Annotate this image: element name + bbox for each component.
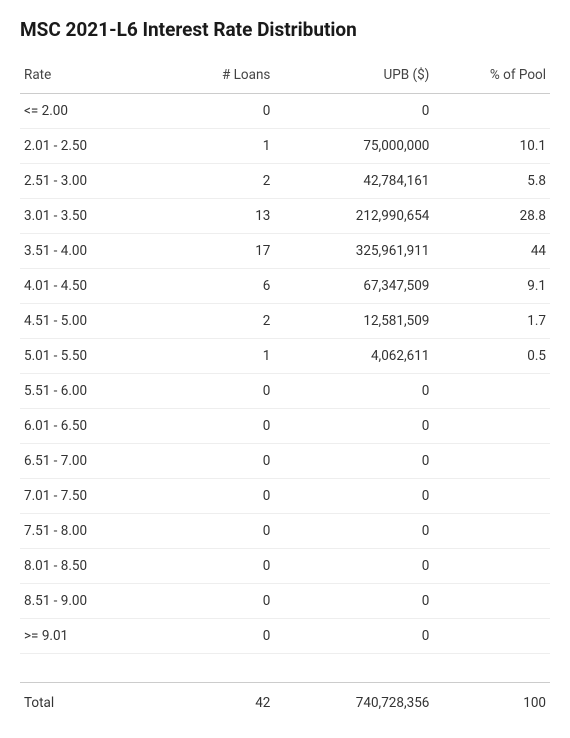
cell-rate: <= 2.00 xyxy=(20,94,158,129)
table-row: 2.51 - 3.00242,784,1615.8 xyxy=(20,164,550,199)
cell-pct: 0.5 xyxy=(433,339,550,374)
cell-pct xyxy=(433,479,550,514)
cell-upb: 0 xyxy=(274,584,433,619)
cell-rate: 5.01 - 5.50 xyxy=(20,339,158,374)
cell-rate: 2.51 - 3.00 xyxy=(20,164,158,199)
table-row: <= 2.0000 xyxy=(20,94,550,129)
cell-rate: 8.01 - 8.50 xyxy=(20,549,158,584)
cell-pct xyxy=(433,619,550,654)
cell-pct: 9.1 xyxy=(433,269,550,304)
table-row: 4.51 - 5.00212,581,5091.7 xyxy=(20,304,550,339)
cell-upb: 0 xyxy=(274,479,433,514)
col-header-upb: UPB ($) xyxy=(274,59,433,94)
cell-loans: 0 xyxy=(158,584,275,619)
cell-pct xyxy=(433,409,550,444)
col-header-loans: # Loans xyxy=(158,59,275,94)
cell-rate: 8.51 - 9.00 xyxy=(20,584,158,619)
cell-upb: 42,784,161 xyxy=(274,164,433,199)
page-title: MSC 2021-L6 Interest Rate Distribution xyxy=(20,18,550,41)
cell-loans: 13 xyxy=(158,199,275,234)
cell-upb: 0 xyxy=(274,619,433,654)
cell-upb: 0 xyxy=(274,94,433,129)
cell-loans: 6 xyxy=(158,269,275,304)
cell-pct: 10.1 xyxy=(433,129,550,164)
cell-pct xyxy=(433,584,550,619)
cell-loans: 0 xyxy=(158,444,275,479)
cell-rate: 7.01 - 7.50 xyxy=(20,479,158,514)
cell-rate: 4.01 - 4.50 xyxy=(20,269,158,304)
cell-pct: 28.8 xyxy=(433,199,550,234)
cell-upb: 12,581,509 xyxy=(274,304,433,339)
total-pct: 100 xyxy=(433,683,550,721)
cell-upb: 0 xyxy=(274,374,433,409)
table-spacer-row xyxy=(20,654,550,683)
cell-upb: 0 xyxy=(274,514,433,549)
total-upb: 740,728,356 xyxy=(274,683,433,721)
table-row: 8.01 - 8.5000 xyxy=(20,549,550,584)
col-header-pct: % of Pool xyxy=(433,59,550,94)
table-row: 6.51 - 7.0000 xyxy=(20,444,550,479)
cell-rate: 6.51 - 7.00 xyxy=(20,444,158,479)
cell-upb: 67,347,509 xyxy=(274,269,433,304)
table-row: 5.51 - 6.0000 xyxy=(20,374,550,409)
cell-pct xyxy=(433,549,550,584)
cell-loans: 0 xyxy=(158,514,275,549)
total-label: Total xyxy=(20,683,158,721)
cell-pct: 5.8 xyxy=(433,164,550,199)
cell-rate: 7.51 - 8.00 xyxy=(20,514,158,549)
cell-loans: 0 xyxy=(158,374,275,409)
cell-upb: 4,062,611 xyxy=(274,339,433,374)
cell-upb: 75,000,000 xyxy=(274,129,433,164)
table-row: 3.51 - 4.0017325,961,91144 xyxy=(20,234,550,269)
cell-loans: 0 xyxy=(158,549,275,584)
cell-rate: 5.51 - 6.00 xyxy=(20,374,158,409)
cell-pct: 44 xyxy=(433,234,550,269)
cell-loans: 1 xyxy=(158,339,275,374)
spacer-cell xyxy=(274,654,433,683)
cell-pct xyxy=(433,374,550,409)
spacer-cell xyxy=(433,654,550,683)
cell-pct: 1.7 xyxy=(433,304,550,339)
cell-rate: 6.01 - 6.50 xyxy=(20,409,158,444)
cell-upb: 212,990,654 xyxy=(274,199,433,234)
cell-upb: 325,961,911 xyxy=(274,234,433,269)
cell-pct xyxy=(433,514,550,549)
table-row: 6.01 - 6.5000 xyxy=(20,409,550,444)
spacer-cell xyxy=(20,654,158,683)
cell-rate: 3.51 - 4.00 xyxy=(20,234,158,269)
table-row: 8.51 - 9.0000 xyxy=(20,584,550,619)
table-row: 7.51 - 8.0000 xyxy=(20,514,550,549)
cell-rate: 4.51 - 5.00 xyxy=(20,304,158,339)
table-row: 7.01 - 7.5000 xyxy=(20,479,550,514)
cell-pct xyxy=(433,94,550,129)
spacer-cell xyxy=(158,654,275,683)
col-header-rate: Rate xyxy=(20,59,158,94)
cell-loans: 2 xyxy=(158,304,275,339)
total-loans: 42 xyxy=(158,683,275,721)
cell-upb: 0 xyxy=(274,549,433,584)
cell-loans: 0 xyxy=(158,409,275,444)
cell-loans: 17 xyxy=(158,234,275,269)
table-row: >= 9.0100 xyxy=(20,619,550,654)
cell-pct xyxy=(433,444,550,479)
rate-distribution-table: Rate # Loans UPB ($) % of Pool <= 2.0000… xyxy=(20,59,550,720)
cell-rate: >= 9.01 xyxy=(20,619,158,654)
table-total-row: Total42740,728,356100 xyxy=(20,683,550,721)
table-row: 4.01 - 4.50667,347,5099.1 xyxy=(20,269,550,304)
cell-loans: 0 xyxy=(158,94,275,129)
cell-loans: 1 xyxy=(158,129,275,164)
cell-rate: 2.01 - 2.50 xyxy=(20,129,158,164)
cell-loans: 0 xyxy=(158,619,275,654)
table-row: 3.01 - 3.5013212,990,65428.8 xyxy=(20,199,550,234)
cell-upb: 0 xyxy=(274,409,433,444)
table-header-row: Rate # Loans UPB ($) % of Pool xyxy=(20,59,550,94)
cell-rate: 3.01 - 3.50 xyxy=(20,199,158,234)
table-row: 5.01 - 5.5014,062,6110.5 xyxy=(20,339,550,374)
cell-upb: 0 xyxy=(274,444,433,479)
cell-loans: 0 xyxy=(158,479,275,514)
table-row: 2.01 - 2.50175,000,00010.1 xyxy=(20,129,550,164)
cell-loans: 2 xyxy=(158,164,275,199)
